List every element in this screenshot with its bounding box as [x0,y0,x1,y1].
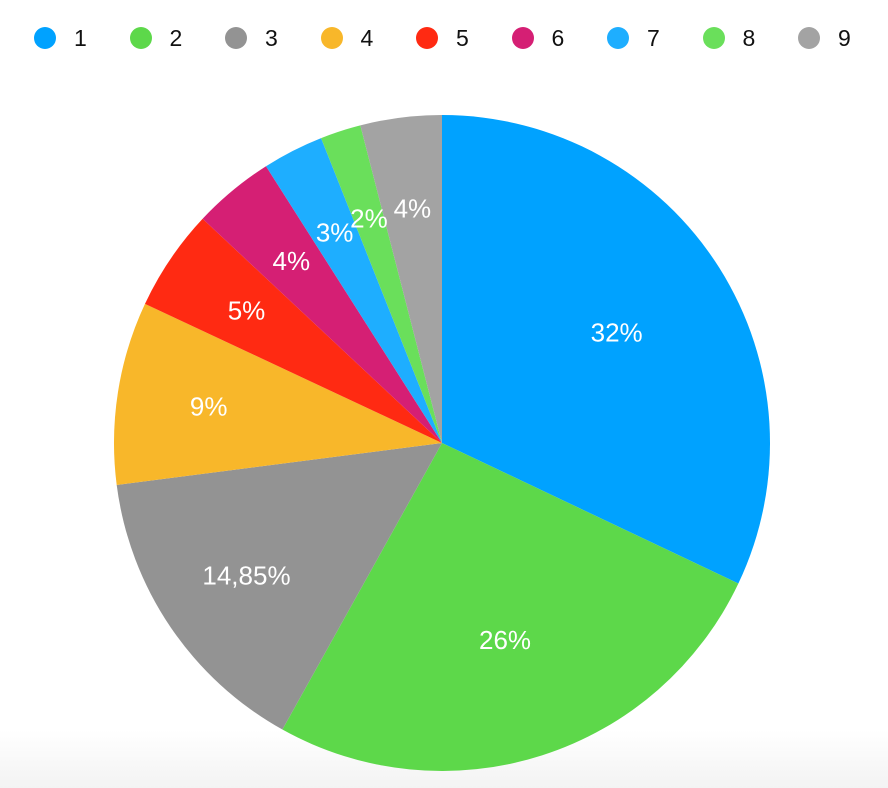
legend-label: 9 [838,24,851,51]
chart-legend: 1 2 3 4 5 6 7 8 9 [0,18,888,58]
pie-slice-1[interactable] [442,115,770,584]
pie-slice-5[interactable] [144,218,443,443]
legend-item-8[interactable]: 8 [702,18,756,58]
legend-swatch [798,27,820,49]
pie-slice-label-2: 26% [479,625,531,655]
pie-slice-label-6: 4% [272,246,310,276]
pie-slice-7[interactable] [266,138,442,443]
pie-slice-label-5: 5% [228,296,266,326]
pie-slice-3[interactable] [116,443,442,730]
legend-label: 7 [647,24,660,51]
pie-slice-2[interactable] [282,443,739,771]
legend-swatch [702,27,725,49]
legend-item-7[interactable]: 7 [607,18,660,58]
pie-slice-4[interactable] [114,303,443,485]
legend-swatch [320,27,343,49]
pie-slice-9[interactable] [360,115,442,443]
pie-slice-8[interactable] [321,125,442,443]
pie-slice-label-8: 2% [350,203,388,233]
legend-label: 6 [551,24,565,51]
legend-item-9[interactable]: 9 [798,18,851,58]
legend-swatch [225,27,247,49]
legend-swatch [511,27,534,49]
legend-item-4[interactable]: 4 [320,18,374,58]
legend-item-1[interactable]: 1 [34,18,87,58]
legend-label: 5 [456,24,469,51]
pie-slice-6[interactable] [202,166,442,443]
legend-item-5[interactable]: 5 [416,18,469,58]
legend-swatch [129,27,152,49]
pie-slice-label-3: 14,85% [202,560,290,590]
legend-swatch [416,27,438,49]
legend-label: 3 [265,24,278,51]
pie-slice-label-9: 4% [394,194,432,224]
legend-item-3[interactable]: 3 [225,18,278,58]
legend-label: 2 [169,24,183,51]
legend-swatch [34,27,56,49]
legend-label: 4 [360,24,374,51]
legend-item-2[interactable]: 2 [129,18,183,58]
pie-slice-label-4: 9% [190,392,228,422]
legend-item-6[interactable]: 6 [511,18,565,58]
legend-label: 1 [74,24,87,51]
legend-swatch [607,27,629,49]
pie-slice-label-7: 3% [316,218,354,248]
legend-label: 8 [742,24,756,51]
pie-slice-label-1: 32% [591,318,643,348]
